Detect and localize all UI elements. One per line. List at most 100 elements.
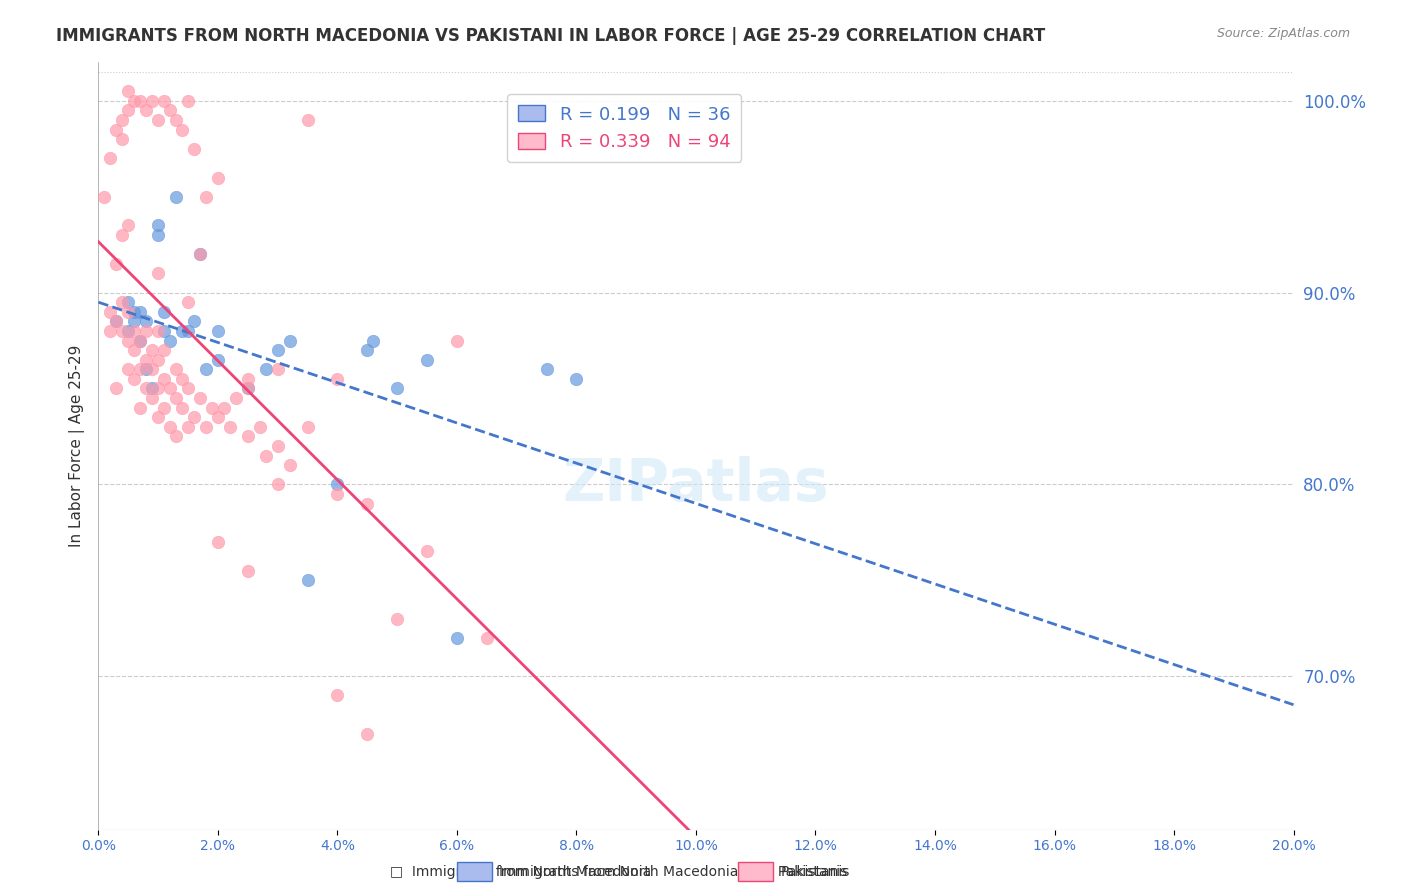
Point <box>98 304 122 318</box>
Point <box>148 266 170 280</box>
Point <box>236 381 259 395</box>
Point <box>148 324 170 338</box>
Point <box>249 419 271 434</box>
Legend: R = 0.199   N = 36, R = 0.339   N = 94: R = 0.199 N = 36, R = 0.339 N = 94 <box>508 95 741 161</box>
Point <box>141 391 163 405</box>
Point <box>188 247 211 261</box>
Point <box>267 362 290 376</box>
Point <box>129 362 152 376</box>
Point <box>326 372 349 386</box>
Point <box>326 688 349 702</box>
Point <box>159 103 181 118</box>
Text: □  Immigrants from North Macedonia: □ Immigrants from North Macedonia <box>389 864 651 879</box>
Point <box>141 343 163 357</box>
Text: Pakistanis: Pakistanis <box>780 865 849 880</box>
Point <box>207 352 229 367</box>
Point <box>124 304 146 318</box>
Point <box>135 362 157 376</box>
Y-axis label: In Labor Force | Age 25-29: In Labor Force | Age 25-29 <box>69 345 84 547</box>
Point <box>117 362 139 376</box>
Point <box>153 343 176 357</box>
Point <box>165 112 187 127</box>
Point <box>153 94 176 108</box>
Point <box>177 324 200 338</box>
Point <box>385 611 409 625</box>
Point <box>475 631 498 645</box>
Point <box>105 257 128 271</box>
Point <box>153 324 176 338</box>
Point <box>148 352 170 367</box>
Point <box>254 449 277 463</box>
Point <box>98 151 122 165</box>
Point <box>148 381 170 395</box>
Point <box>105 381 128 395</box>
Point <box>135 324 157 338</box>
Point <box>111 227 134 242</box>
Point <box>297 112 319 127</box>
Point <box>148 112 170 127</box>
Point <box>177 381 200 395</box>
Point <box>124 343 146 357</box>
Point <box>207 170 229 185</box>
Point <box>356 343 378 357</box>
Point <box>356 496 378 510</box>
Point <box>117 84 139 98</box>
Point <box>267 343 290 357</box>
Point <box>236 381 259 395</box>
Point <box>117 334 139 348</box>
Point <box>117 219 139 233</box>
Point <box>124 324 146 338</box>
Point <box>111 112 134 127</box>
Point <box>267 439 290 453</box>
Point <box>135 314 157 328</box>
Point <box>278 458 301 472</box>
Point <box>117 304 139 318</box>
Point <box>141 381 163 395</box>
Text: □  Pakistanis: □ Pakistanis <box>756 864 846 879</box>
Point <box>129 304 152 318</box>
Point <box>129 94 152 108</box>
Point <box>183 410 205 425</box>
Point <box>124 314 146 328</box>
Text: Source: ZipAtlas.com: Source: ZipAtlas.com <box>1216 27 1350 40</box>
Point <box>326 487 349 501</box>
Point <box>148 410 170 425</box>
Point <box>565 372 588 386</box>
Point <box>153 304 176 318</box>
Point <box>105 314 128 328</box>
Point <box>236 372 259 386</box>
Point <box>93 189 115 203</box>
Point <box>159 334 181 348</box>
Point <box>536 362 558 376</box>
Point <box>183 314 205 328</box>
Point <box>172 401 194 415</box>
Point <box>135 381 157 395</box>
Point <box>135 352 157 367</box>
Point <box>267 477 290 491</box>
Point <box>141 94 163 108</box>
Point <box>416 544 439 558</box>
Point <box>195 362 218 376</box>
Point <box>129 334 152 348</box>
Point <box>177 94 200 108</box>
Point <box>111 324 134 338</box>
Point <box>416 352 439 367</box>
Point <box>129 334 152 348</box>
Point <box>201 401 224 415</box>
Point <box>105 122 128 136</box>
Point <box>195 189 218 203</box>
Point <box>148 219 170 233</box>
Point <box>225 391 247 405</box>
Point <box>177 419 200 434</box>
Point <box>111 132 134 146</box>
Point <box>172 324 194 338</box>
Point <box>188 391 211 405</box>
Point <box>111 295 134 310</box>
Point <box>165 429 187 443</box>
Point <box>446 631 468 645</box>
Point <box>177 295 200 310</box>
Point <box>105 314 128 328</box>
Point <box>159 419 181 434</box>
Point <box>117 324 139 338</box>
Point <box>363 334 385 348</box>
